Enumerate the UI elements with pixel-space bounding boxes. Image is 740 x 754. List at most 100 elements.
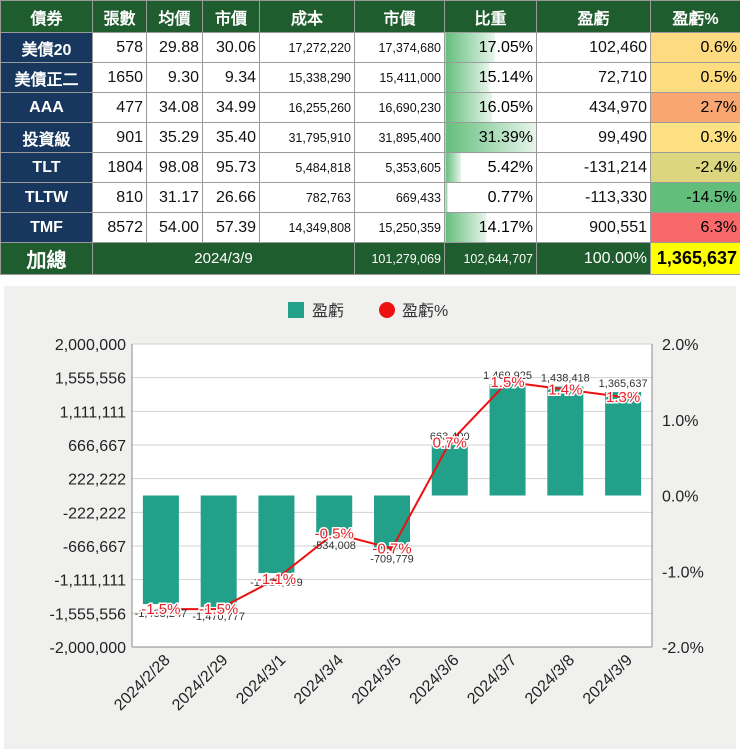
market-price-cell: 57.39 xyxy=(203,213,260,243)
shares-cell: 810 xyxy=(93,183,147,213)
line-value-label: 1.5% xyxy=(490,374,524,391)
pnl-pct-cell: 0.5% xyxy=(651,63,740,93)
market-price-cell: 30.06 xyxy=(203,33,260,63)
bar xyxy=(258,496,294,574)
x-tick-label: 2024/3/5 xyxy=(349,652,405,708)
pnl-cell: 102,460 xyxy=(537,33,651,63)
line-value-label: -1.5% xyxy=(141,601,180,618)
total-weight: 100.00% xyxy=(537,243,651,275)
pnl-pct-cell: 0.3% xyxy=(651,123,740,153)
shares-cell: 901 xyxy=(93,123,147,153)
avg-price-cell: 98.08 xyxy=(147,153,203,183)
shares-cell: 1650 xyxy=(93,63,147,93)
avg-price-cell: 54.00 xyxy=(147,213,203,243)
cost-cell: 14,349,808 xyxy=(260,213,355,243)
bar xyxy=(201,496,237,607)
bond-name-cell: 美債20 xyxy=(1,33,93,63)
market-price-cell: 34.99 xyxy=(203,93,260,123)
y-left-tick-label: -1,111,111 xyxy=(54,573,126,590)
bond-name-cell: TLT xyxy=(1,153,93,183)
weight-cell: 16.05% xyxy=(445,93,537,123)
pnl-pct-cell: 2.7% xyxy=(651,93,740,123)
bar xyxy=(605,392,641,495)
column-header: 比重 xyxy=(445,1,537,33)
cost-cell: 31,795,910 xyxy=(260,123,355,153)
line-value-label: -0.5% xyxy=(315,525,354,542)
y-left-tick-label: -222,222 xyxy=(63,505,126,522)
cost-cell: 5,484,818 xyxy=(260,153,355,183)
pnl-cell: -131,214 xyxy=(537,153,651,183)
weight-cell: 15.14% xyxy=(445,63,537,93)
cost-cell: 17,272,220 xyxy=(260,33,355,63)
shares-cell: 578 xyxy=(93,33,147,63)
market-price-cell: 95.73 xyxy=(203,153,260,183)
market-value-cell: 31,895,400 xyxy=(355,123,445,153)
total-label: 加總 xyxy=(1,243,93,275)
x-tick-label: 2024/2/28 xyxy=(111,652,173,714)
avg-price-cell: 34.08 xyxy=(147,93,203,123)
line-value-label: -0.7% xyxy=(372,541,411,558)
column-header: 盈虧 xyxy=(537,1,651,33)
y-right-tick-label: 2.0% xyxy=(662,337,698,354)
pnl-chart-svg: 2,000,0001,555,5561,111,111666,667222,22… xyxy=(4,286,736,749)
line-value-label: -1.5% xyxy=(199,601,238,618)
weight-cell: 17.05% xyxy=(445,33,537,63)
bond-name-cell: 美債正二 xyxy=(1,63,93,93)
market-price-cell: 26.66 xyxy=(203,183,260,213)
y-left-tick-label: -2,000,000 xyxy=(49,640,126,657)
column-header: 債券 xyxy=(1,1,93,33)
line-value-label: -1.1% xyxy=(257,571,296,588)
pnl-cell: -113,330 xyxy=(537,183,651,213)
legend-line-swatch xyxy=(379,302,395,318)
weight-cell: 31.39% xyxy=(445,123,537,153)
column-header: 成本 xyxy=(260,1,355,33)
cost-cell: 782,763 xyxy=(260,183,355,213)
column-header: 盈虧% xyxy=(651,1,740,33)
pnl-pct-cell: 0.6% xyxy=(651,33,740,63)
y-left-tick-label: 666,667 xyxy=(68,438,126,455)
legend-bar-label: 盈虧 xyxy=(312,302,344,320)
column-header: 均價 xyxy=(147,1,203,33)
avg-price-cell: 35.29 xyxy=(147,123,203,153)
market-value-cell: 15,250,359 xyxy=(355,213,445,243)
column-header: 市價 xyxy=(355,1,445,33)
y-left-tick-label: 1,555,556 xyxy=(55,371,126,388)
x-tick-label: 2024/3/9 xyxy=(580,652,636,708)
column-header: 市價 xyxy=(203,1,260,33)
cost-cell: 16,255,260 xyxy=(260,93,355,123)
y-left-tick-label: 2,000,000 xyxy=(55,337,126,354)
pnl-cell: 72,710 xyxy=(537,63,651,93)
market-value-cell: 15,411,000 xyxy=(355,63,445,93)
avg-price-cell: 9.30 xyxy=(147,63,203,93)
shares-cell: 8572 xyxy=(93,213,147,243)
pnl-cell: 99,490 xyxy=(537,123,651,153)
shares-cell: 477 xyxy=(93,93,147,123)
bar xyxy=(547,387,583,496)
total-pnl: 1,365,637 xyxy=(651,243,740,275)
pnl-pct-cell: -2.4% xyxy=(651,153,740,183)
line-value-label: 1.3% xyxy=(606,389,640,406)
x-tick-label: 2024/3/1 xyxy=(233,652,289,708)
weight-cell: 14.17% xyxy=(445,213,537,243)
legend-bar-swatch xyxy=(288,302,304,318)
y-right-tick-label: 0.0% xyxy=(662,489,698,506)
x-tick-label: 2024/3/8 xyxy=(522,652,578,708)
y-right-tick-label: -2.0% xyxy=(662,640,704,657)
line-value-label: 1.4% xyxy=(548,381,582,398)
x-tick-label: 2024/3/7 xyxy=(464,652,520,708)
column-header: 張數 xyxy=(93,1,147,33)
pnl-cell: 434,970 xyxy=(537,93,651,123)
bond-name-cell: 投資級 xyxy=(1,123,93,153)
avg-price-cell: 29.88 xyxy=(147,33,203,63)
avg-price-cell: 31.17 xyxy=(147,183,203,213)
weight-cell: 5.42% xyxy=(445,153,537,183)
